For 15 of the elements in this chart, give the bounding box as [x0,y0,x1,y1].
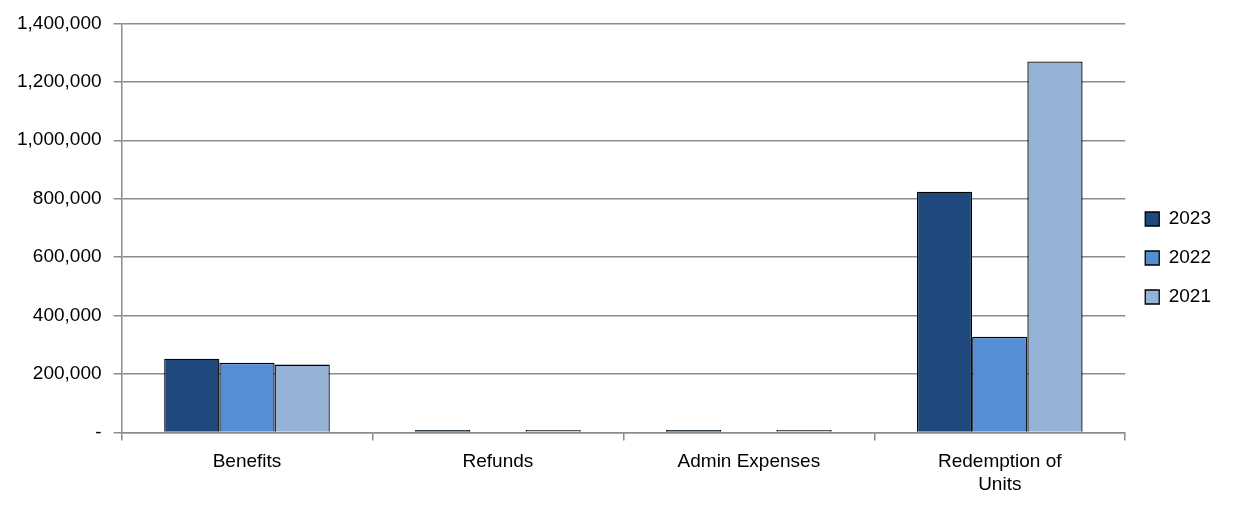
y-tick-label: 800,000 [32,186,102,208]
x-tick-label: Admin Expenses [677,450,821,472]
x-tick-label: Refunds [462,450,534,472]
y-tick-label: - [95,420,102,442]
legend-label: 2022 [1168,246,1212,268]
y-tick-label: 200,000 [32,362,102,384]
y-tick-label: 1,400,000 [16,11,102,33]
x-tick-label: Redemption of Units [937,450,1063,494]
legend-label: 2021 [1168,285,1212,307]
y-tick-label: 1,000,000 [16,128,102,150]
y-tick-label: 600,000 [32,245,102,267]
y-tick-label: 400,000 [32,303,102,325]
legend-label: 2023 [1168,207,1212,229]
y-tick-label: 1,200,000 [16,70,102,92]
x-tick-label: Benefits [212,450,282,472]
